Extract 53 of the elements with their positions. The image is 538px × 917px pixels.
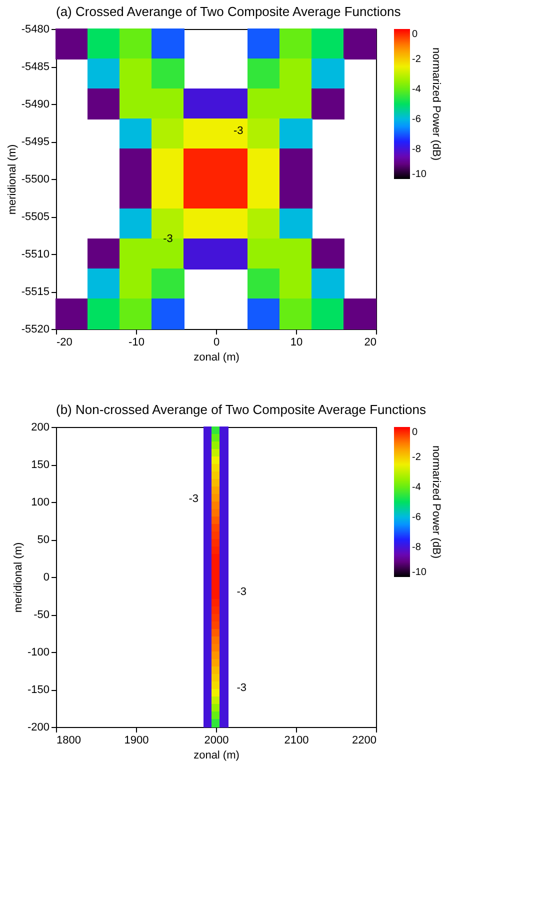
y-tick-label: 50 [37, 534, 50, 546]
y-tick-label: -100 [27, 646, 50, 658]
color-bar-label: 0 [412, 29, 418, 40]
color-bar-label: -2 [412, 452, 422, 463]
y-axis-title: meridional (m) [6, 144, 18, 215]
y-tick-label: 100 [31, 496, 50, 508]
y-tick-label: 0 [43, 572, 50, 584]
color-bar-label: -8 [412, 144, 422, 155]
chart-title: (b) Non-crossed Averange of Two Composite Average Functions [56, 402, 426, 417]
x-tick-label: 2200 [352, 734, 376, 746]
color-bar-label: -10 [412, 169, 427, 180]
color-bar-label: -6 [412, 114, 422, 125]
y-tick-label: -50 [34, 609, 50, 621]
x-tick-label: 2100 [284, 734, 309, 746]
x-tick-label: 2000 [204, 734, 229, 746]
y-tick-label: -5480 [21, 24, 50, 36]
color-bar-title: normarized Power (dB) [430, 445, 442, 559]
y-tick-label: -200 [27, 722, 50, 734]
color-bar-label: 0 [412, 427, 418, 438]
chart-title: (a) Crossed Averange of Two Composite Average Functions [56, 4, 402, 19]
x-tick-label: 0 [213, 336, 220, 348]
y-tick-label: 200 [31, 422, 50, 434]
x-tick-label: 1900 [124, 734, 149, 746]
y-tick-label: -5520 [21, 324, 50, 336]
y-tick-label: -5490 [21, 98, 50, 110]
y-tick-label: -5505 [21, 211, 50, 223]
x-tick-label: 10 [290, 336, 303, 348]
y-tick-label: -150 [27, 684, 50, 696]
y-axis-title: meridional (m) [12, 542, 24, 613]
annotation: -3 [234, 125, 244, 137]
color-bar-label: -10 [412, 567, 427, 578]
color-bar-label: -8 [412, 542, 422, 553]
annotation: -3 [236, 682, 246, 694]
x-tick-label: 20 [364, 336, 376, 348]
y-tick-label: -5500 [21, 174, 50, 186]
x-tick-label: -10 [128, 336, 144, 348]
y-tick-label: -5515 [21, 286, 50, 298]
x-axis-title: zonal (m) [194, 352, 240, 364]
color-bar-label: -6 [412, 512, 422, 523]
x-tick-label: 1800 [56, 734, 81, 746]
x-tick-label: -20 [56, 336, 72, 348]
y-tick-label: -5495 [21, 136, 50, 148]
y-tick-label: 150 [31, 459, 50, 471]
color-bar-label: -2 [412, 54, 422, 65]
annotation: -3 [188, 493, 198, 505]
x-axis-title: zonal (m) [194, 750, 240, 762]
color-bar-label: -4 [412, 482, 422, 493]
y-tick-label: -5510 [21, 248, 50, 260]
color-bar-title: normarized Power (dB) [430, 47, 442, 161]
annotation: -3 [163, 233, 173, 245]
y-tick-label: -5485 [21, 61, 50, 73]
color-bar-label: -4 [412, 84, 422, 95]
annotation: -3 [236, 586, 246, 598]
